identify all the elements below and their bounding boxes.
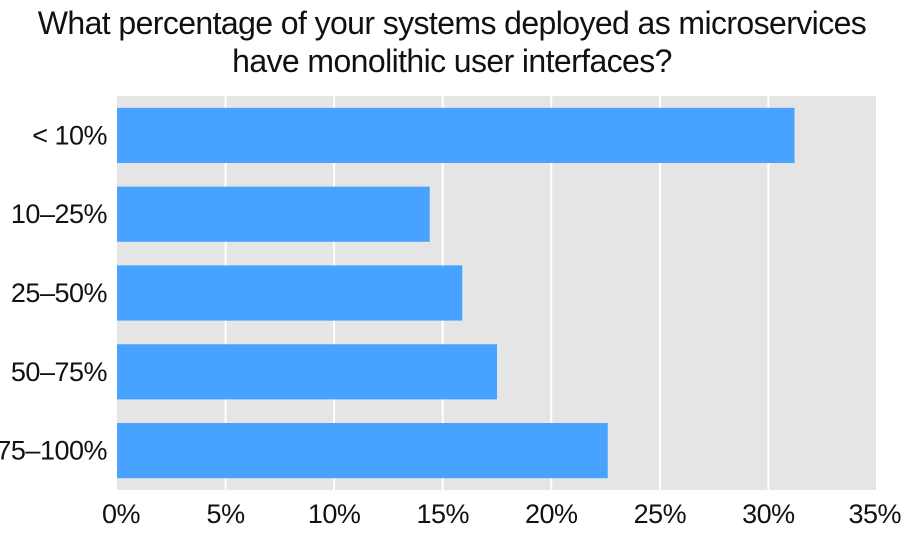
bar-1 xyxy=(117,186,430,242)
category-label-4: 75–100% xyxy=(0,436,107,466)
bar-4 xyxy=(117,423,608,479)
x-tick-label-4: 20% xyxy=(525,499,578,529)
x-tick-label-7: 35% xyxy=(848,499,901,529)
x-tick-label-1: 5% xyxy=(207,499,246,529)
x-tick-label-3: 15% xyxy=(416,499,469,529)
chart-title-line-2: have monolithic user interfaces? xyxy=(232,43,672,79)
x-tick-label-5: 25% xyxy=(634,499,687,529)
chart-title-line-1: What percentage of your systems deployed… xyxy=(37,5,867,41)
chart-title: What percentage of your systems deployed… xyxy=(0,4,904,80)
bar-3 xyxy=(117,344,497,400)
category-label-1: 10–25% xyxy=(11,199,108,229)
x-tick-label-6: 30% xyxy=(742,499,795,529)
x-tick-label-2: 10% xyxy=(308,499,361,529)
bar-2 xyxy=(117,265,463,321)
x-tick-label-0: 0% xyxy=(102,499,141,529)
category-label-0: < 10% xyxy=(32,120,107,150)
category-label-3: 50–75% xyxy=(11,357,108,387)
category-label-2: 25–50% xyxy=(11,278,108,308)
bar-0 xyxy=(117,107,795,163)
